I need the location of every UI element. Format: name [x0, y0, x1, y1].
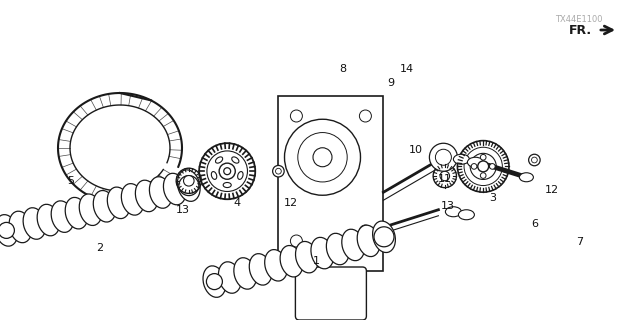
Circle shape: [470, 153, 496, 180]
Circle shape: [471, 164, 477, 169]
Ellipse shape: [453, 154, 469, 164]
Text: TX44E1100: TX44E1100: [556, 15, 603, 24]
Ellipse shape: [467, 157, 483, 167]
Text: 4: 4: [233, 198, 241, 208]
Circle shape: [273, 165, 284, 177]
Text: FR.: FR.: [569, 23, 592, 36]
Ellipse shape: [23, 208, 46, 239]
Ellipse shape: [326, 233, 349, 265]
Ellipse shape: [65, 197, 88, 229]
Circle shape: [291, 235, 302, 247]
Ellipse shape: [218, 262, 241, 293]
FancyBboxPatch shape: [296, 267, 366, 320]
Circle shape: [313, 148, 332, 167]
Ellipse shape: [234, 258, 257, 289]
Text: 6: 6: [531, 219, 538, 229]
Circle shape: [481, 173, 486, 178]
Circle shape: [206, 274, 223, 290]
Text: 9: 9: [387, 78, 394, 88]
Ellipse shape: [445, 207, 461, 217]
Ellipse shape: [296, 242, 318, 273]
Circle shape: [531, 157, 538, 163]
Ellipse shape: [249, 254, 272, 285]
Ellipse shape: [211, 172, 217, 180]
Ellipse shape: [265, 250, 287, 281]
Text: 5: 5: [67, 176, 74, 186]
Ellipse shape: [108, 187, 130, 219]
Circle shape: [224, 168, 230, 175]
Ellipse shape: [93, 190, 116, 222]
Circle shape: [440, 171, 449, 181]
Circle shape: [291, 110, 302, 122]
Ellipse shape: [51, 201, 74, 232]
Circle shape: [179, 176, 199, 196]
Ellipse shape: [520, 173, 533, 182]
Text: 12: 12: [545, 185, 559, 196]
Bar: [278, 96, 383, 271]
Ellipse shape: [216, 157, 223, 163]
Circle shape: [429, 143, 458, 171]
Text: 12: 12: [284, 198, 298, 208]
Ellipse shape: [163, 173, 186, 205]
Circle shape: [360, 110, 371, 122]
Ellipse shape: [203, 266, 226, 297]
Text: 11: 11: [438, 174, 452, 184]
Circle shape: [298, 132, 347, 182]
Circle shape: [219, 163, 236, 179]
Text: 10: 10: [409, 145, 423, 156]
Ellipse shape: [0, 215, 18, 246]
Text: 2: 2: [95, 243, 103, 253]
Circle shape: [481, 155, 486, 160]
Ellipse shape: [280, 245, 303, 277]
Ellipse shape: [232, 157, 239, 163]
Text: 1: 1: [314, 256, 320, 266]
Ellipse shape: [122, 184, 144, 215]
Circle shape: [374, 227, 394, 247]
Ellipse shape: [372, 221, 396, 252]
Ellipse shape: [311, 237, 333, 269]
Ellipse shape: [37, 204, 60, 236]
Ellipse shape: [357, 225, 380, 257]
Ellipse shape: [223, 182, 231, 188]
Text: 8: 8: [339, 64, 346, 74]
Circle shape: [285, 119, 360, 195]
Circle shape: [184, 175, 194, 186]
Ellipse shape: [342, 229, 365, 261]
Ellipse shape: [136, 180, 158, 212]
Text: 3: 3: [490, 193, 496, 204]
Ellipse shape: [237, 172, 243, 180]
Circle shape: [435, 149, 451, 165]
Circle shape: [275, 168, 282, 174]
Circle shape: [490, 164, 495, 169]
Ellipse shape: [177, 170, 200, 201]
Circle shape: [0, 222, 15, 238]
Circle shape: [529, 154, 540, 166]
Text: 13: 13: [441, 201, 455, 212]
Text: 7: 7: [575, 236, 583, 247]
Ellipse shape: [79, 194, 102, 226]
Text: 13: 13: [175, 204, 189, 215]
Ellipse shape: [149, 177, 172, 208]
Ellipse shape: [9, 211, 32, 243]
Text: 14: 14: [399, 64, 413, 74]
Circle shape: [360, 225, 371, 237]
Circle shape: [477, 161, 489, 172]
Ellipse shape: [458, 210, 474, 220]
